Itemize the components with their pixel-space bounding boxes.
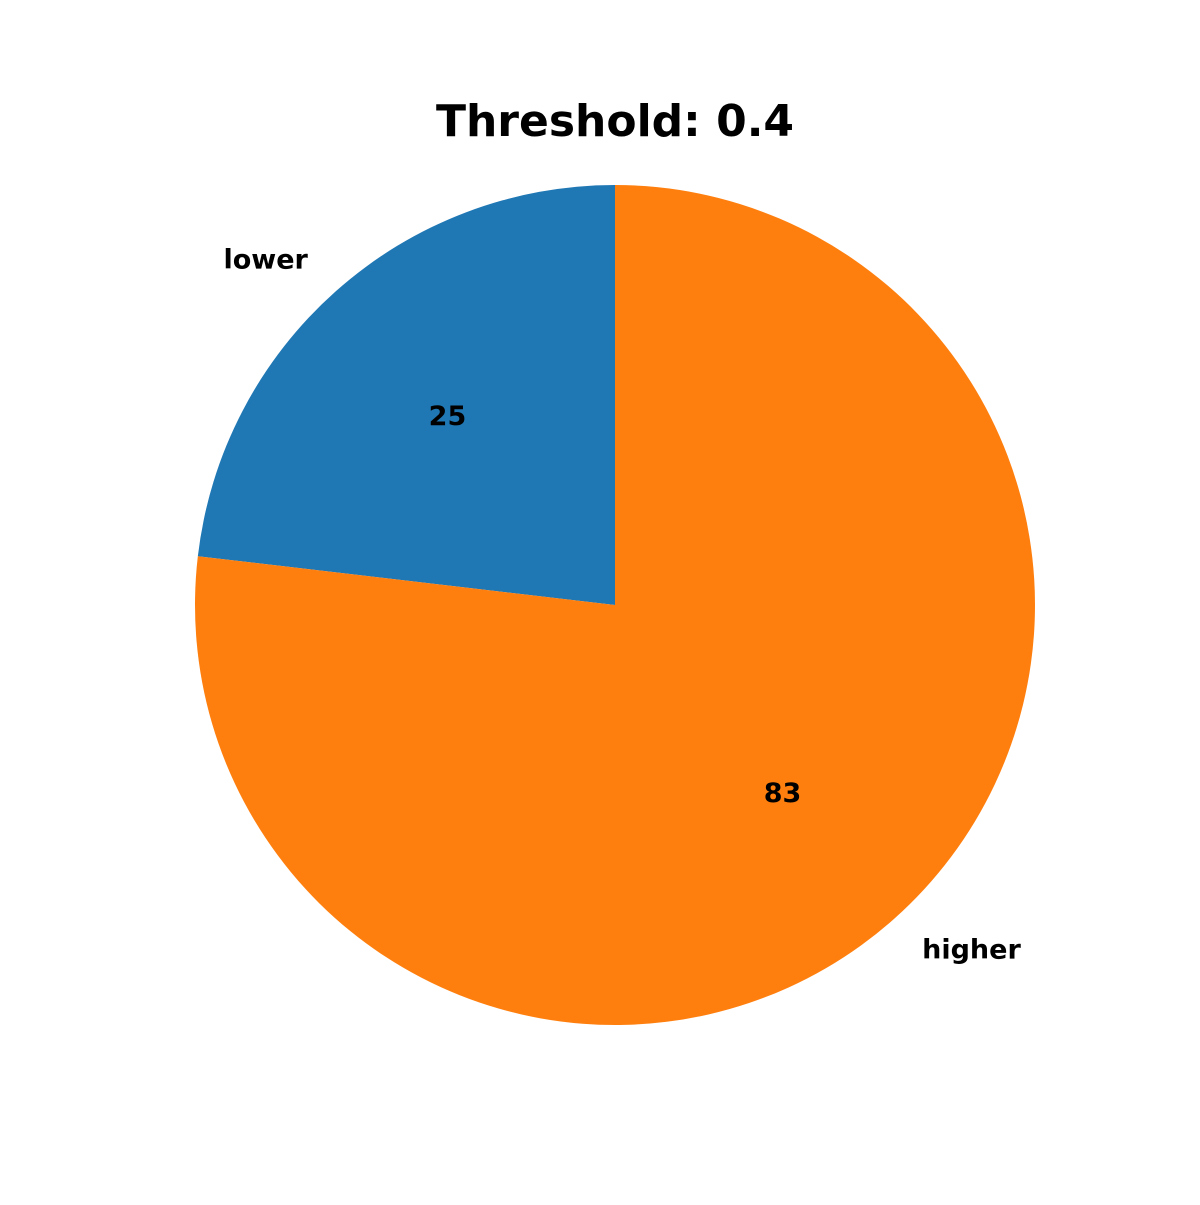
pie-slice-lower (197, 185, 615, 605)
pie-slice-higher (195, 185, 1035, 1025)
slice-label-lower: lower (223, 244, 308, 275)
pie-labels: lower 25 higher 83 (223, 244, 1021, 965)
slice-value-lower: 25 (429, 401, 467, 432)
pie-slices (195, 185, 1035, 1025)
slice-value-higher: 83 (764, 778, 802, 809)
chart-title: Threshold: 0.4 (436, 96, 794, 147)
slice-label-higher: higher (922, 935, 1021, 966)
